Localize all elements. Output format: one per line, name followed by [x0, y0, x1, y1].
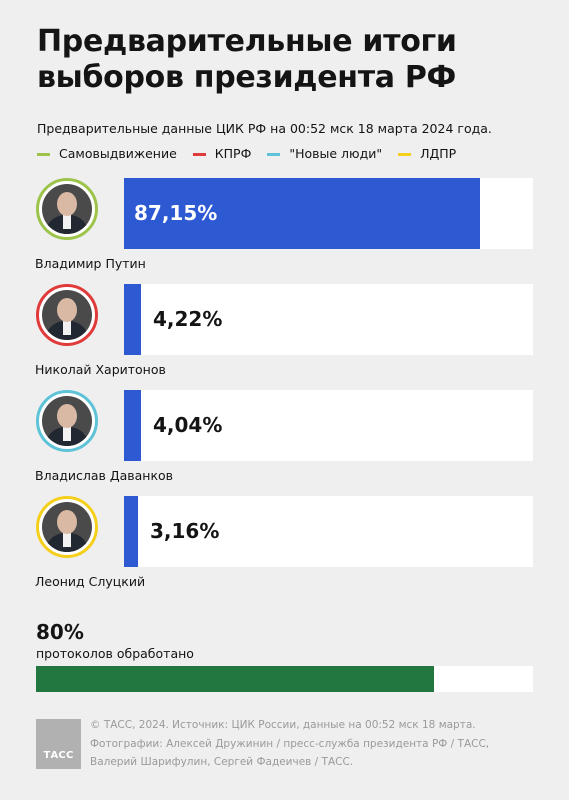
tass-logo-text: ТАСС: [43, 750, 74, 761]
candidate-photo: [36, 496, 98, 558]
photo-shirt: [63, 533, 71, 547]
photo-face: [57, 404, 77, 428]
photo-face: [57, 510, 77, 534]
legend-swatch: [37, 152, 50, 156]
result-bar: [124, 390, 141, 461]
legend-label: Самовыдвижение: [59, 146, 177, 161]
credits-line: Фотографии: Алексей Дружинин / пресс-слу…: [90, 737, 490, 750]
credits-line: Валерий Шарифулин, Сергей Фадеичев / ТАС…: [90, 756, 354, 768]
legend-swatch: [192, 152, 206, 156]
photo-shirt: [63, 215, 71, 229]
processed-label: протоколов обработано: [36, 646, 194, 661]
candidate-name: Николай Харитонов: [35, 362, 166, 377]
candidate-photo: [36, 178, 98, 240]
photo-shirt: [63, 427, 71, 441]
credits: © ТАСС, 2024. Источник: ЦИК России, данн…: [90, 716, 540, 772]
candidate-photo: [36, 390, 98, 452]
tass-logo: ТАСС: [36, 719, 81, 769]
legend-item: "Новые люди": [267, 146, 382, 162]
result-value-label: 87,15%: [134, 201, 218, 225]
candidate-name: Владимир Путин: [35, 256, 146, 271]
legend-swatch: [267, 152, 281, 156]
processed-progress-bar: [36, 666, 533, 692]
candidate-row: Владимир Путин 87,15%: [0, 178, 569, 282]
page-title: Предварительные итоги выборов президента…: [37, 24, 457, 95]
result-bar: [124, 284, 141, 355]
data-source-note: Предварительные данные ЦИК РФ на 00:52 м…: [37, 121, 492, 136]
legend-item: КПРФ: [192, 146, 252, 162]
legend-swatch: [398, 152, 412, 156]
candidate-name: Владислав Даванков: [35, 468, 174, 483]
legend: Самовыдвижение КПРФ "Новые люди" ЛДПР: [37, 146, 472, 162]
bar-track: 4,04%: [124, 390, 533, 461]
photo-shirt: [63, 321, 71, 335]
photo-background: [42, 290, 92, 340]
result-value-label: 4,22%: [153, 307, 223, 331]
photo-face: [57, 298, 77, 322]
legend-item: ЛДПР: [398, 146, 456, 162]
result-value-label: 4,04%: [153, 413, 223, 437]
bar-track: 4,22%: [124, 284, 533, 355]
photo-background: [42, 502, 92, 552]
result-bar: [124, 496, 138, 567]
photo-background: [42, 396, 92, 446]
processed-progress-fill: [36, 666, 434, 692]
result-value-label: 3,16%: [150, 519, 220, 543]
legend-item: Самовыдвижение: [37, 146, 177, 162]
photo-background: [42, 184, 92, 234]
photo-face: [57, 192, 77, 216]
bar-track: 87,15%: [124, 178, 533, 249]
candidate-row: Леонид Слуцкий 3,16%: [0, 496, 569, 600]
legend-label: ЛДПР: [420, 146, 457, 161]
legend-label: КПРФ: [214, 146, 252, 161]
candidate-name: Леонид Слуцкий: [35, 574, 146, 589]
bar-track: 3,16%: [124, 496, 533, 567]
legend-label: "Новые люди": [289, 146, 383, 161]
candidate-row: Николай Харитонов 4,22%: [0, 284, 569, 388]
result-bar: [124, 178, 480, 249]
processed-percent: 80%: [36, 620, 84, 644]
candidate-row: Владислав Даванков 4,04%: [0, 390, 569, 494]
candidate-photo: [36, 284, 98, 346]
credits-line: © ТАСС, 2024. Источник: ЦИК России, данн…: [90, 719, 476, 731]
